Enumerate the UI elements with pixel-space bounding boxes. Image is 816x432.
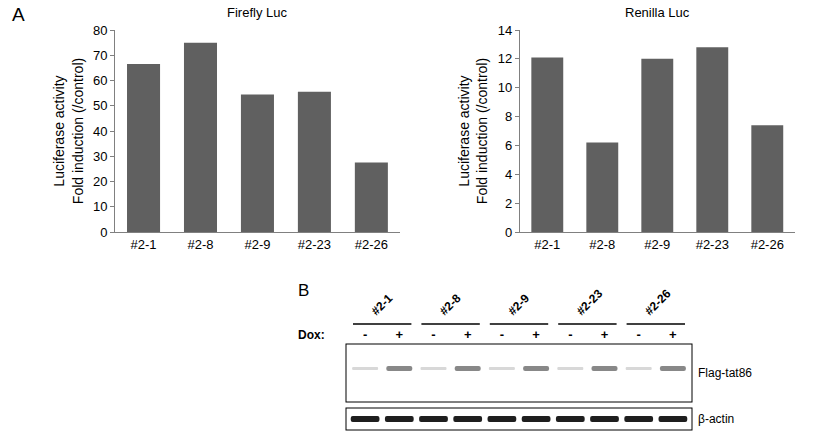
- svg-text:#2-1: #2-1: [131, 237, 157, 252]
- svg-text:#2-1: #2-1: [534, 237, 560, 252]
- svg-text:2: 2: [505, 196, 512, 211]
- svg-text:Dox:: Dox:: [298, 328, 325, 342]
- svg-text:#2-26: #2-26: [355, 237, 388, 252]
- svg-text:+: +: [396, 327, 404, 342]
- svg-text:14: 14: [498, 23, 512, 38]
- svg-text:#2-9: #2-9: [244, 237, 270, 252]
- svg-text:Firefly Luc: Firefly Luc: [227, 5, 287, 20]
- svg-text:#2-8: #2-8: [437, 291, 464, 318]
- svg-text:Luciferase activityFold induct: Luciferase activityFold induction (/cont…: [51, 58, 85, 204]
- svg-text:12: 12: [498, 51, 512, 66]
- svg-text:-: -: [363, 327, 367, 342]
- svg-text:+: +: [464, 327, 472, 342]
- svg-text:8: 8: [505, 109, 512, 124]
- svg-text:β-actin: β-actin: [698, 412, 734, 426]
- svg-text:-: -: [568, 327, 572, 342]
- svg-text:+: +: [601, 327, 609, 342]
- svg-text:30: 30: [93, 149, 107, 164]
- svg-text:#2-8: #2-8: [589, 237, 615, 252]
- svg-text:+: +: [669, 327, 677, 342]
- svg-text:0: 0: [505, 225, 512, 240]
- svg-text:-: -: [431, 327, 435, 342]
- svg-text:10: 10: [93, 199, 107, 214]
- svg-text:#2-26: #2-26: [751, 237, 784, 252]
- svg-text:4: 4: [505, 167, 512, 182]
- svg-text:#2-23: #2-23: [574, 286, 606, 318]
- svg-text:#2-9: #2-9: [644, 237, 670, 252]
- svg-text:#2-9: #2-9: [505, 291, 532, 318]
- svg-text:#2-1: #2-1: [368, 291, 395, 318]
- svg-text:-: -: [637, 327, 641, 342]
- svg-text:Luciferase activityFold induct: Luciferase activityFold induction (/cont…: [456, 58, 490, 204]
- svg-text:#2-23: #2-23: [696, 237, 729, 252]
- svg-text:A: A: [12, 4, 25, 25]
- svg-text:0: 0: [100, 225, 107, 240]
- svg-text:50: 50: [93, 98, 107, 113]
- svg-text:#2-23: #2-23: [298, 237, 331, 252]
- svg-text:40: 40: [93, 124, 107, 139]
- svg-text:70: 70: [93, 48, 107, 63]
- svg-text:60: 60: [93, 73, 107, 88]
- svg-text:10: 10: [498, 80, 512, 95]
- svg-text:80: 80: [93, 23, 107, 38]
- svg-text:6: 6: [505, 138, 512, 153]
- svg-text:#2-26: #2-26: [642, 286, 674, 318]
- svg-text:B: B: [298, 281, 309, 300]
- svg-text:#2-8: #2-8: [187, 237, 213, 252]
- svg-text:+: +: [532, 327, 540, 342]
- svg-text:20: 20: [93, 174, 107, 189]
- svg-text:Renilla Luc: Renilla Luc: [625, 5, 690, 20]
- svg-text:Flag-tat86: Flag-tat86: [698, 366, 752, 380]
- svg-text:-: -: [500, 327, 504, 342]
